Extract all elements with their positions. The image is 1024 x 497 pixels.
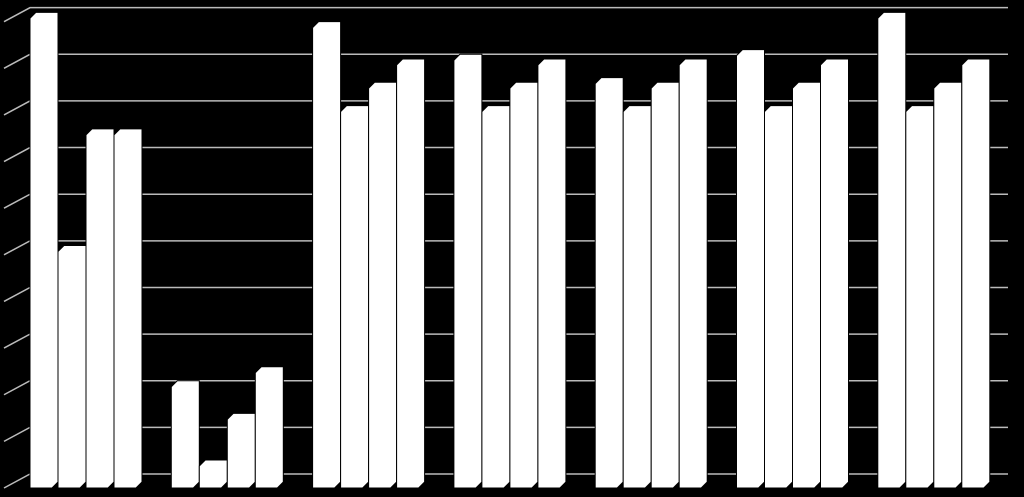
bar — [622, 105, 652, 489]
grid-line — [3, 53, 1008, 69]
bar — [678, 58, 708, 489]
bar — [85, 128, 115, 489]
bar — [396, 58, 426, 489]
bar — [57, 245, 87, 489]
bar — [736, 49, 765, 489]
bar — [453, 53, 483, 489]
bar — [905, 105, 935, 489]
bar — [820, 58, 849, 489]
bar — [481, 105, 511, 489]
bar — [312, 21, 342, 489]
bar — [877, 11, 907, 489]
bar — [254, 366, 284, 489]
bar — [340, 105, 370, 489]
bar — [961, 58, 991, 489]
bar — [792, 81, 821, 489]
bar — [594, 77, 624, 489]
bar — [650, 81, 680, 489]
grid-line — [3, 6, 1008, 23]
bar — [170, 380, 200, 489]
bar — [509, 81, 539, 489]
bar — [764, 105, 793, 489]
bar — [198, 459, 228, 489]
bar — [226, 412, 256, 489]
bar — [933, 81, 963, 489]
bar — [368, 81, 398, 489]
bar — [113, 128, 143, 489]
bar — [29, 11, 59, 489]
bar — [537, 58, 567, 489]
